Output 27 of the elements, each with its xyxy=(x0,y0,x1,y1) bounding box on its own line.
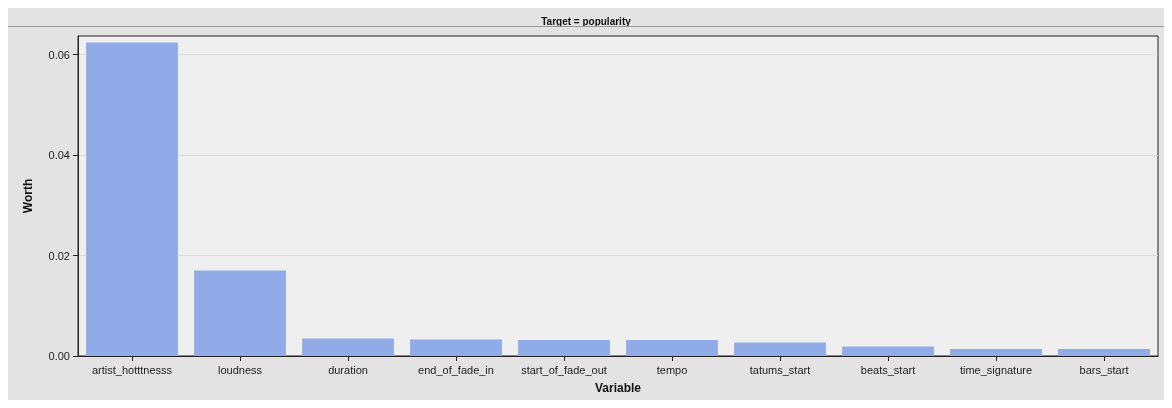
x-tick-label: end_of_fade_in xyxy=(418,363,494,376)
x-tick-label: beats_start xyxy=(860,363,916,376)
x-tick-label: bars_start xyxy=(1079,363,1129,376)
chart-title: Target = popularity xyxy=(541,15,632,27)
x-axis-title: Variable xyxy=(594,381,642,395)
y-axis-title: Worth xyxy=(21,178,35,214)
bar xyxy=(194,270,286,356)
y-tick-label: 0.04 xyxy=(48,149,70,162)
bar xyxy=(1058,348,1150,356)
bar xyxy=(626,339,718,356)
x-tick-label: loudness xyxy=(217,363,263,376)
y-tick-label: 0.06 xyxy=(48,48,70,61)
bar xyxy=(86,42,178,356)
bar xyxy=(302,338,394,356)
x-tick-label: start_of_fade_out xyxy=(521,363,607,376)
bar xyxy=(842,346,934,356)
bar xyxy=(950,348,1042,356)
x-tick-label: artist_hotttnesss xyxy=(91,363,173,376)
bar xyxy=(518,339,610,356)
x-tick-label: tempo xyxy=(656,363,688,376)
x-tick-label: tatums_start xyxy=(749,363,811,376)
y-tick-label: 0.02 xyxy=(48,249,70,262)
bar xyxy=(734,342,826,356)
y-tick-label: 0.00 xyxy=(48,350,70,362)
x-tick-label: time_signature xyxy=(959,363,1033,376)
x-tick-label: duration xyxy=(328,363,368,376)
bar xyxy=(410,339,502,356)
